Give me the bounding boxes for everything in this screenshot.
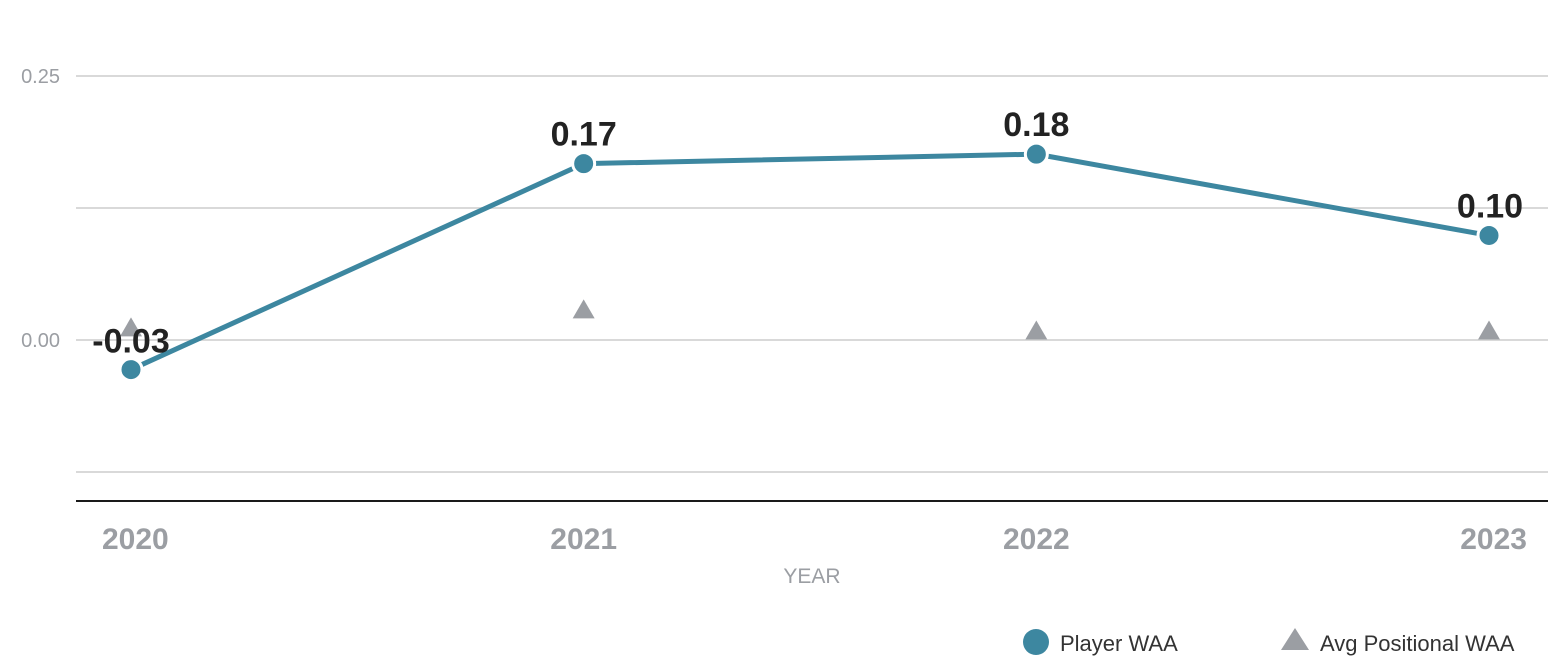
y-axis-ticks: 0.25 0.00 — [21, 66, 60, 352]
player-waa-line — [129, 151, 1490, 372]
series — [118, 141, 1502, 383]
data-labels: -0.03 0.17 0.18 0.10 — [92, 106, 1523, 360]
x-tick-label-2021: 2021 — [550, 523, 617, 556]
legend-label-player-waa: Player WAA — [1060, 631, 1178, 656]
player-waa-point-2023 — [1476, 222, 1502, 248]
avg-positional-marker-2023 — [1478, 320, 1500, 340]
player-waa-label-2022: 0.18 — [1003, 106, 1069, 144]
x-tick-label-2023: 2023 — [1460, 523, 1527, 556]
y-tick-label-0: 0.25 — [21, 66, 60, 88]
legend-triangle-icon — [1281, 628, 1309, 650]
avg-positional-marker-2022 — [1025, 320, 1048, 340]
avg-positional-marker-2020 — [120, 317, 142, 337]
x-axis-ticks: 2020 2021 2022 2023 — [102, 523, 1527, 556]
player-waa-label-2021: 0.17 — [551, 116, 617, 154]
x-tick-label-2022: 2022 — [1003, 523, 1070, 556]
legend-item-player-waa[interactable]: Player WAA — [1023, 629, 1178, 656]
legend-circle-icon — [1023, 629, 1049, 655]
legend: Player WAA Avg Positional WAA — [1023, 628, 1515, 656]
player-waa-point-2020 — [118, 357, 144, 383]
legend-label-avg-positional-waa: Avg Positional WAA — [1320, 631, 1515, 656]
y-tick-label-1: 0.00 — [21, 330, 60, 352]
avg-positional-marker-2021 — [572, 299, 595, 319]
gridlines — [76, 75, 1548, 473]
player-waa-point-2021 — [571, 151, 597, 177]
x-axis-title: YEAR — [783, 565, 840, 588]
player-waa-label-2020: -0.03 — [92, 323, 170, 361]
x-tick-label-2020: 2020 — [102, 523, 169, 556]
player-waa-label-2023: 0.10 — [1457, 187, 1523, 225]
legend-item-avg-positional-waa[interactable]: Avg Positional WAA — [1281, 628, 1515, 656]
player-waa-point-2022 — [1023, 141, 1049, 167]
